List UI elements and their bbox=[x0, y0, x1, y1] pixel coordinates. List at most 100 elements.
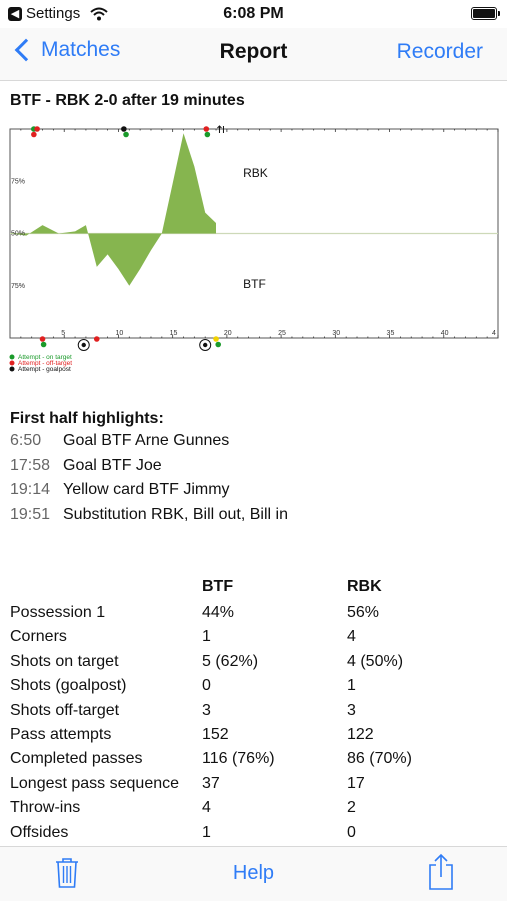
table-row: Possession 1 44% 56% bbox=[10, 604, 507, 628]
legend-label: Attempt - off-target bbox=[18, 360, 72, 367]
attempt-marker bbox=[203, 126, 210, 132]
stat-rbk: 122 bbox=[347, 725, 374, 743]
table-row: Corners 1 4 bbox=[10, 628, 507, 652]
chart-label-rbk: RBK bbox=[243, 166, 268, 180]
stats-header-rbk: RBK bbox=[347, 578, 382, 595]
chart-x-tick-label: 35 bbox=[387, 330, 395, 337]
stat-btf: 116 (76%) bbox=[202, 750, 275, 768]
stat-label: Throw-ins bbox=[10, 799, 81, 817]
attempt-marker bbox=[31, 131, 37, 138]
attempt-marker bbox=[123, 131, 129, 138]
back-app-label: Settings bbox=[26, 5, 81, 22]
recorder-button[interactable]: Recorder bbox=[396, 40, 483, 63]
stat-btf: 37 bbox=[202, 774, 220, 792]
table-row: Shots on target 5 (62%) 4 (50%) bbox=[10, 653, 507, 677]
back-button-label: Matches bbox=[41, 38, 121, 61]
legend-label: Attempt - on target bbox=[18, 354, 72, 361]
highlight-time: 19:51 bbox=[10, 506, 51, 524]
highlights-title: First half highlights: bbox=[10, 410, 164, 427]
stat-rbk: 1 bbox=[347, 677, 356, 695]
possession-chart-svg: 5 10 15 20 25 30 35 40 4 75% 50% 75% RBK BTF Attempt -… bbox=[9, 125, 499, 373]
attempt-marker bbox=[40, 341, 47, 348]
attempt-marker bbox=[121, 126, 127, 132]
stat-label: Shots on target bbox=[10, 652, 119, 670]
highlight-item: 19:51 Substitution RBK, Bill out, Bill i… bbox=[10, 506, 500, 531]
status-bar: ◀ Settings 6:08 PM bbox=[0, 0, 507, 28]
stat-label: Corners bbox=[10, 628, 67, 646]
stat-rbk: 3 bbox=[347, 701, 356, 719]
highlight-item: 6:50 Goal BTF Arne Gunnes bbox=[10, 432, 500, 457]
back-button[interactable]: Matches bbox=[12, 38, 120, 62]
chart-x-tick-label: 40 bbox=[441, 330, 449, 337]
chart-x-tick-label: 20 bbox=[224, 330, 232, 337]
stat-rbk: 2 bbox=[347, 799, 356, 817]
highlight-text: Goal BTF Arne Gunnes bbox=[63, 432, 230, 449]
chart-x-tick-label: 25 bbox=[278, 330, 286, 337]
stat-btf: 152 bbox=[202, 725, 229, 743]
table-row: Pass attempts 152 122 bbox=[10, 726, 507, 750]
legend-marker bbox=[9, 360, 15, 366]
stats-table: BTF RBK Possession 1 44% 56% Corners 1 4 Sho… bbox=[10, 578, 507, 848]
back-to-app[interactable]: ◀ Settings bbox=[8, 5, 108, 22]
table-row: Longest pass sequence 37 17 bbox=[10, 775, 507, 799]
table-row: Throw-ins 4 2 bbox=[10, 799, 507, 823]
attempt-marker bbox=[215, 341, 222, 348]
possession-chart: 5 10 15 20 25 30 35 40 4 75% 50% 75% RBK BTF Attempt -… bbox=[8, 122, 502, 384]
attempt-marker bbox=[34, 126, 40, 132]
highlights-list: 6:50 Goal BTF Arne Gunnes 17:58 Goal BTF… bbox=[10, 432, 500, 531]
chart-y-tick-label: 75% bbox=[11, 283, 25, 290]
navigation-bar: Matches Report Recorder bbox=[0, 28, 507, 81]
highlight-time: 6:50 bbox=[10, 432, 42, 449]
highlight-time: 19:14 bbox=[10, 481, 51, 499]
stat-btf: 3 bbox=[202, 701, 211, 719]
highlight-time: 17:58 bbox=[10, 456, 51, 474]
stat-rbk: 56% bbox=[347, 604, 380, 621]
help-button[interactable]: Help bbox=[232, 862, 275, 884]
stats-header: BTF RBK bbox=[10, 578, 507, 604]
share-icon[interactable] bbox=[426, 853, 456, 891]
stat-rbk: 0 bbox=[347, 823, 356, 841]
highlight-text: Yellow card BTF Jimmy bbox=[63, 481, 230, 499]
chart-y-tick-label: 50% bbox=[11, 231, 25, 238]
attempt-marker bbox=[204, 131, 211, 138]
report-heading: BTF - RBK 2-0 after 19 minutes bbox=[10, 92, 245, 109]
stats-header-label bbox=[10, 578, 202, 604]
stat-btf: 5 (62%) bbox=[202, 652, 259, 670]
highlight-item: 19:14 Yellow card BTF Jimmy bbox=[10, 481, 500, 506]
legend-label: Attempt - goalpost bbox=[18, 366, 71, 373]
table-row: Shots (goalpost) 0 1 bbox=[10, 677, 507, 701]
table-row: Completed passes 116 (76%) 86 (70%) bbox=[10, 750, 507, 774]
substitution-icon bbox=[217, 125, 224, 133]
highlight-text: Goal BTF Joe bbox=[63, 456, 162, 474]
legend-marker bbox=[9, 354, 15, 360]
highlight-item: 17:58 Goal BTF Joe bbox=[10, 457, 500, 482]
table-row: Offsides 1 0 bbox=[10, 824, 507, 848]
chart-area-series bbox=[10, 133, 216, 286]
status-time: 6:08 PM bbox=[223, 5, 284, 22]
stats-header-btf: BTF bbox=[202, 578, 234, 595]
stat-btf: 1 bbox=[202, 823, 211, 841]
stat-label: Offsides bbox=[10, 823, 69, 841]
stat-btf: 0 bbox=[202, 677, 211, 695]
goal-ball-icon bbox=[81, 342, 86, 348]
attempt-marker bbox=[213, 336, 219, 342]
stat-label: Longest pass sequence bbox=[10, 774, 180, 792]
page-title: Report bbox=[219, 40, 288, 63]
stat-label: Possession 1 bbox=[10, 604, 106, 621]
attempt-marker bbox=[39, 336, 46, 342]
chart-x-tick-label: 5 bbox=[61, 330, 65, 337]
chart-x-tick-label: 15 bbox=[170, 330, 178, 337]
chart-x-tick-label: 10 bbox=[115, 330, 123, 337]
stat-label: Shots (goalpost) bbox=[10, 677, 127, 695]
table-row: Shots off-target 3 3 bbox=[10, 702, 507, 726]
chart-label-btf: BTF bbox=[243, 277, 266, 291]
stat-label: Completed passes bbox=[10, 750, 143, 768]
stat-rbk: 4 bbox=[347, 628, 356, 646]
goal-ball-icon bbox=[203, 342, 208, 348]
stat-rbk: 86 (70%) bbox=[347, 750, 412, 768]
battery-icon bbox=[471, 7, 500, 20]
chart-x-tick-label: 30 bbox=[332, 330, 340, 337]
trash-icon[interactable] bbox=[54, 857, 80, 889]
stat-rbk: 4 (50%) bbox=[347, 652, 404, 670]
stat-btf: 4 bbox=[202, 799, 211, 817]
